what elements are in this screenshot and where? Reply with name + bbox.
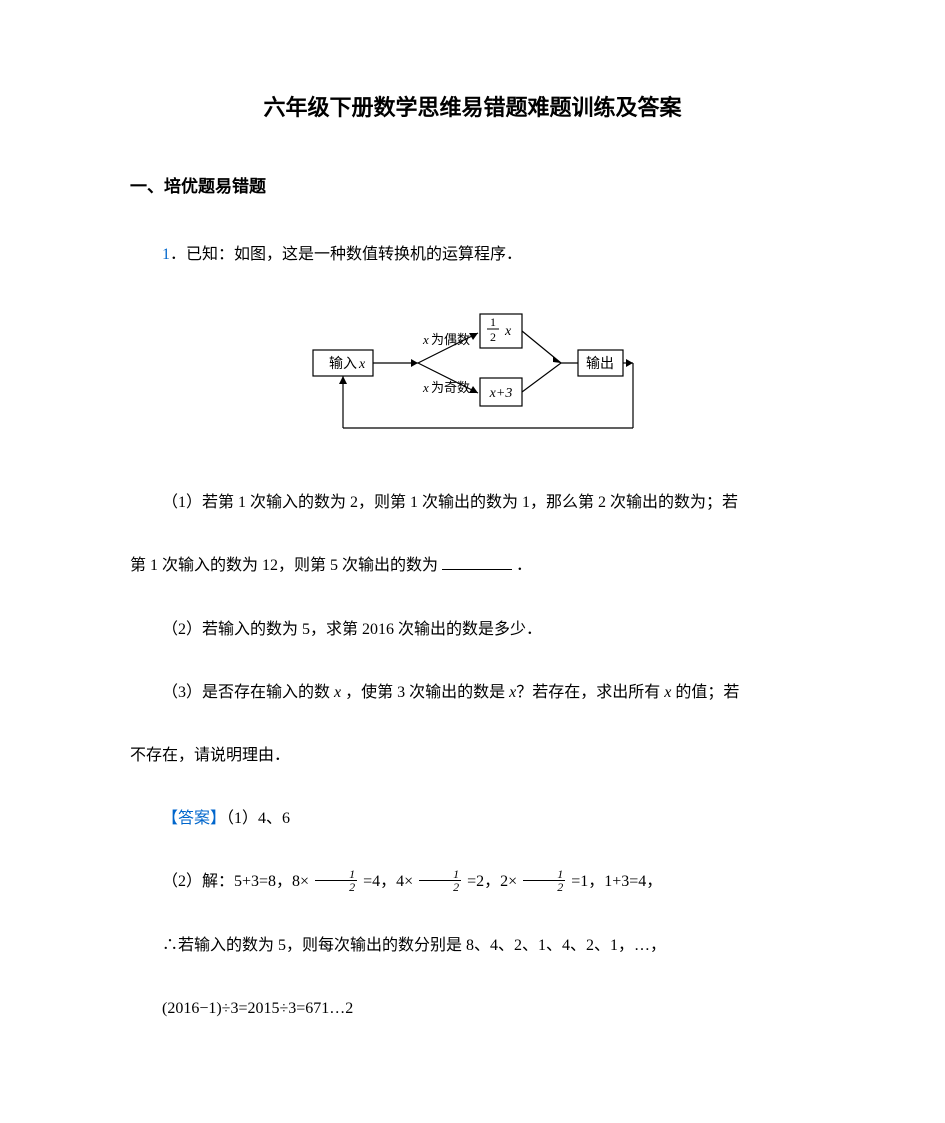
answer-part1: 【答案】（1）4、6 <box>130 801 815 836</box>
part3-text-c: ？若存在，求出所有 <box>516 684 664 701</box>
flowchart-svg: 输入 x x 为偶数 x 为奇数 1 2 x x+3 <box>303 300 643 440</box>
frac-num: 1 <box>490 315 496 329</box>
answer-part2: （2）解：5+3=8，8× 12 =4，4× 12 =2，2× 12 =1，1+… <box>130 864 815 899</box>
answer-part1-text: （1）4、6 <box>226 810 290 827</box>
question-part1: （1）若第 1 次输入的数为 2，则第 1 次输出的数为 1，那么第 2 次输出… <box>130 485 815 520</box>
frac2-den: 2 <box>419 881 461 893</box>
fraction-2: 12 <box>419 868 461 893</box>
frac-den: 2 <box>490 330 496 344</box>
frac3-den: 2 <box>523 881 565 893</box>
page-title: 六年级下册数学思维易错题难题训练及答案 <box>130 90 815 122</box>
answer-part2-mid1: =4，4× <box>359 873 417 890</box>
answer-part2-calc: (2016−1)÷3=2015÷3=671…2 <box>130 991 815 1026</box>
arrow-branch <box>411 359 418 367</box>
question-part3: （3）是否存在输入的数 x ，使第 3 次输出的数是 x？若存在，求出所有 x … <box>130 675 815 710</box>
flowchart-diagram: 输入 x x 为偶数 x 为奇数 1 2 x x+3 <box>130 300 815 445</box>
answer-part2-conclusion-text: ∴若输入的数为 5，则每次输出的数分别是 8、4、2、1、4、2、1，…， <box>162 937 666 954</box>
merge-down <box>522 363 561 392</box>
part1-text-c: ． <box>516 557 532 574</box>
answer-part2-mid2: =2，2× <box>463 873 521 890</box>
blank-line <box>442 569 512 570</box>
question-intro-text: ．已知：如图，这是一种数值转换机的运算程序． <box>170 246 522 263</box>
part3-text-a: （3）是否存在输入的数 <box>162 684 334 701</box>
answer-part2-prefix: （2）解：5+3=8，8× <box>162 873 313 890</box>
question-part1-cont: 第 1 次输入的数为 12，则第 5 次输出的数为 ． <box>130 548 815 583</box>
answer-label: 【答案】 <box>162 810 226 827</box>
part3-text-e: 不存在，请说明理由． <box>130 747 290 764</box>
arrow-feedback <box>339 376 347 384</box>
output-label: 输出 <box>586 356 614 372</box>
answer-part2-calc-text: (2016−1)÷3=2015÷3=671…2 <box>162 1000 353 1017</box>
frac1-den: 2 <box>315 881 357 893</box>
question-part2: （2）若输入的数为 5，求第 2016 次输出的数是多少． <box>130 612 815 647</box>
top-box-var: x <box>504 324 512 339</box>
even-op-box <box>480 314 522 348</box>
question-intro: 1．已知：如图，这是一种数值转换机的运算程序． <box>130 237 815 272</box>
even-var: x <box>422 332 429 347</box>
question-part3-cont: 不存在，请说明理由． <box>130 738 815 773</box>
odd-var: x <box>422 380 429 395</box>
part1-text-b: 第 1 次输入的数为 12，则第 5 次输出的数为 <box>130 557 438 574</box>
part3-text-b: ，使第 3 次输出的数是 <box>341 684 509 701</box>
part2-text: （2）若输入的数为 5，求第 2016 次输出的数是多少． <box>162 621 542 638</box>
input-label: 输入 <box>329 356 357 372</box>
question-number: 1 <box>162 246 170 263</box>
odd-label: 为奇数 <box>431 380 470 395</box>
arrow-out <box>626 359 633 367</box>
part3-text-d: 的值；若 <box>671 684 739 701</box>
section-heading: 一、培优题易错题 <box>130 172 815 197</box>
fraction-3: 12 <box>523 868 565 893</box>
odd-op-text: x+3 <box>488 386 512 401</box>
answer-part2-conclusion: ∴若输入的数为 5，则每次输出的数分别是 8、4、2、1、4、2、1，…， <box>130 928 815 963</box>
answer-part2-mid3: =1，1+3=4， <box>567 873 662 890</box>
part1-text-a: （1）若第 1 次输入的数为 2，则第 1 次输出的数为 1，那么第 2 次输出… <box>162 494 738 511</box>
even-label: 为偶数 <box>431 332 470 347</box>
fraction-1: 12 <box>315 868 357 893</box>
input-var: x <box>358 357 366 372</box>
